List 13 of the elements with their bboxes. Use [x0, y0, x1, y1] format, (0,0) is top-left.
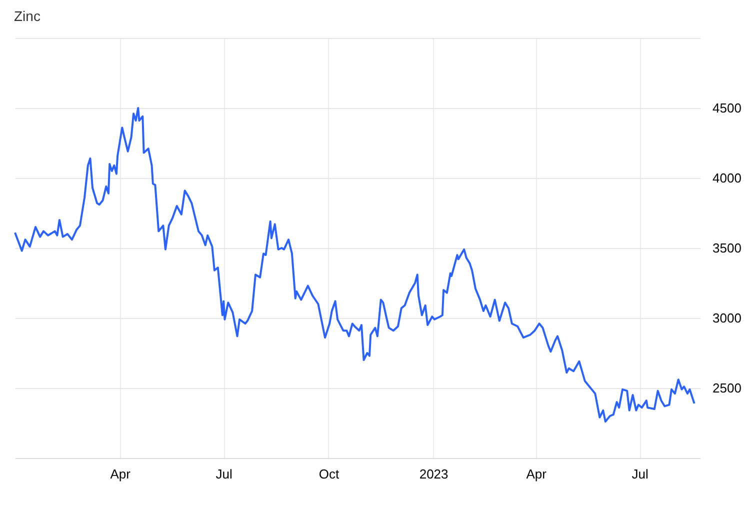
- y-tick-label: 4500: [712, 100, 742, 116]
- x-tick-label: Jul: [632, 466, 649, 482]
- x-tick-label: Apr: [110, 466, 132, 482]
- y-tick-label: 2500: [712, 380, 742, 396]
- y-tick-label: 4000: [712, 170, 742, 186]
- y-tick-label: 3000: [712, 310, 742, 326]
- x-tick-label: Jul: [216, 466, 232, 482]
- x-tick-label: Apr: [526, 466, 548, 482]
- x-tick-label: 2023: [419, 466, 448, 482]
- chart-title: Zinc: [14, 8, 40, 24]
- line-series: [14, 107, 696, 423]
- x-tick-label: Oct: [318, 466, 340, 482]
- y-tick-label: 3500: [712, 240, 742, 256]
